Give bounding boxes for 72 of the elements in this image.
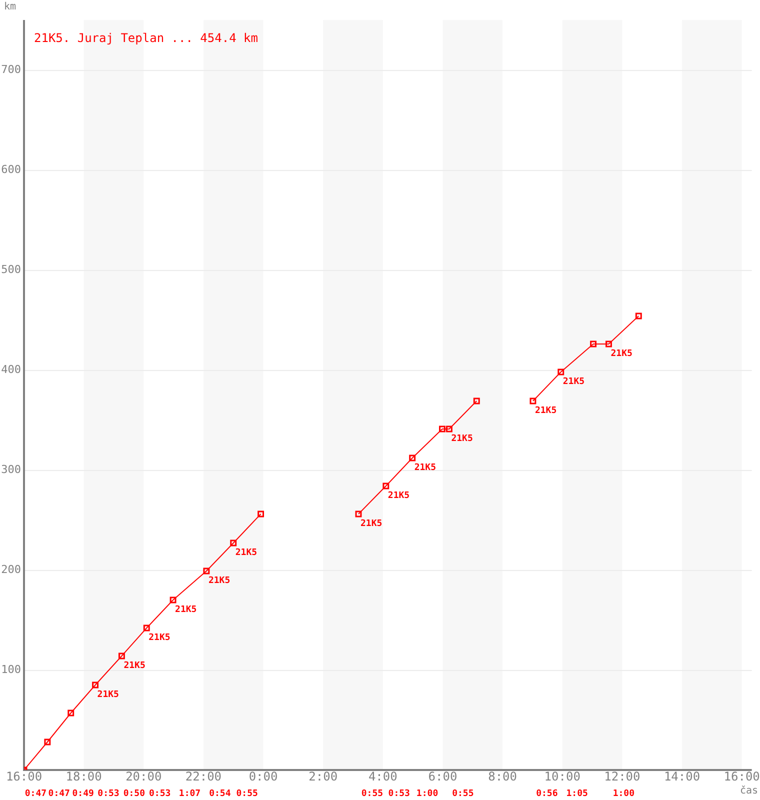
text: 1:07 — [178, 788, 201, 799]
annotation: 21K5 — [451, 434, 473, 444]
text: 0:50 — [123, 788, 146, 799]
x-tick-label: 22:00 — [185, 769, 222, 784]
point — [203, 568, 210, 574]
point — [558, 368, 564, 376]
y-tick-label: 700 — [1, 62, 21, 76]
text: 0:47 — [48, 788, 70, 799]
text: 0:53 — [388, 788, 410, 799]
text: 21K5. Juraj Teplan ... 454.4 km — [34, 31, 258, 46]
annotation: 21K5 — [175, 604, 197, 615]
y-axis-title: km — [4, 2, 16, 13]
text: 1:05 — [566, 788, 588, 799]
point — [446, 426, 452, 432]
point — [258, 510, 264, 518]
point — [118, 652, 125, 660]
point — [170, 596, 176, 604]
x-tick-label: 4:00 — [368, 769, 398, 784]
x-tick-label: 18:00 — [66, 769, 102, 784]
x-tick-label: 2:00 — [308, 769, 338, 784]
y-tick-label: 300 — [1, 462, 21, 476]
point — [382, 482, 390, 490]
annotation: 21K5 — [97, 690, 119, 700]
annotation: 21K5 — [388, 490, 410, 501]
annotation: 21K5 — [208, 576, 230, 586]
text: 0:47 — [24, 788, 47, 799]
point — [44, 738, 51, 746]
text: 0:54 — [209, 788, 232, 799]
point — [635, 312, 642, 320]
x-tick-label: 8:00 — [488, 769, 518, 784]
text: 0:55 — [236, 788, 258, 799]
point — [606, 340, 612, 348]
annotation: 21K5 — [148, 632, 170, 643]
x-tick-label: 0:00 — [248, 769, 278, 784]
text: 1:00 — [612, 788, 635, 799]
point — [355, 510, 362, 518]
x-tick-label: 16:00 — [724, 769, 760, 784]
annotation: 21K5 — [360, 518, 382, 529]
annotation: 21K5 — [534, 406, 557, 416]
text: 0:55 — [361, 788, 384, 799]
x-tick-label: 14:00 — [664, 769, 700, 784]
point — [92, 682, 99, 688]
point — [68, 710, 74, 716]
y-tick-label: 100 — [1, 662, 21, 676]
x-tick-label: 16:00 — [6, 769, 42, 784]
y-tick-label: 600 — [1, 162, 21, 176]
x-tick-label: 20:00 — [126, 769, 162, 784]
annotation: 21K5 — [610, 348, 632, 359]
point — [473, 398, 480, 404]
point — [409, 454, 416, 462]
x-tick-label: 6:00 — [428, 769, 458, 784]
annotation: 21K5 — [414, 462, 436, 473]
x-tick-label: 12:00 — [604, 769, 640, 784]
y-tick-label: 400 — [1, 362, 21, 376]
y-tick-label: 500 — [1, 262, 21, 276]
x-tick-label: 10:00 — [544, 769, 580, 784]
text: 0:53 — [148, 788, 171, 799]
point — [230, 540, 237, 546]
point — [590, 340, 597, 348]
annotation: 21K5 — [124, 660, 146, 671]
text: 0:53 — [98, 788, 120, 799]
text: 1:00 — [416, 788, 438, 799]
text: 0:56 — [536, 788, 558, 799]
text: 0:55 — [452, 788, 474, 799]
text: 0:49 — [72, 788, 94, 799]
y-tick-label: 200 — [1, 562, 21, 576]
point — [439, 426, 446, 432]
annotation: 21K5 — [235, 548, 258, 558]
point — [143, 624, 150, 632]
annotation: 21K5 — [562, 376, 585, 387]
point — [530, 398, 536, 404]
x-axis-title: čas — [740, 786, 758, 797]
